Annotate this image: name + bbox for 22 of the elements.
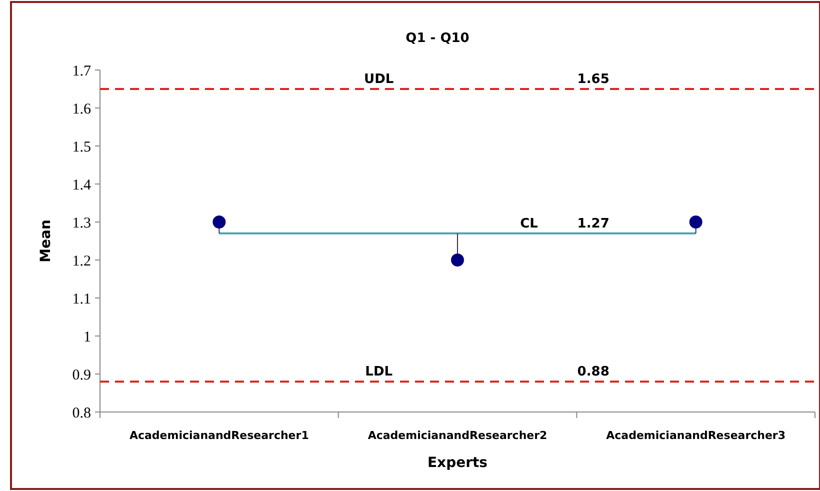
y-tick-label: 0.8: [72, 405, 91, 422]
y-tick-label: 1.4: [72, 177, 92, 194]
x-tick-label: AcademicianandResearcher3: [606, 429, 786, 442]
y-tick-label: 1.2: [72, 253, 91, 270]
annotation: 1.65: [577, 72, 610, 87]
y-tick-label: 0.9: [72, 367, 91, 384]
y-tick-label: 1.6: [72, 101, 92, 118]
annotation: 1.27: [577, 216, 610, 232]
y-tick-label: 1: [84, 329, 91, 346]
annotation: 0.88: [577, 364, 610, 380]
y-tick-label: 1.7: [72, 63, 92, 80]
ref-line-label: CL: [520, 216, 538, 232]
y-tick-label: 1.5: [72, 139, 91, 156]
x-tick-label: AcademicianandResearcher2: [368, 429, 548, 442]
y-axis-title: Mean: [38, 220, 54, 262]
x-tick-label: AcademicianandResearcher1: [129, 429, 309, 442]
ref-line-label: UDL: [364, 72, 394, 87]
x-axis-title: Experts: [427, 455, 488, 471]
chart-title: Q1 - Q10: [406, 31, 470, 46]
y-tick-label: 1.1: [72, 291, 91, 308]
ref-line-label: LDL: [365, 364, 393, 380]
y-tick-label: 1.3: [72, 215, 91, 232]
